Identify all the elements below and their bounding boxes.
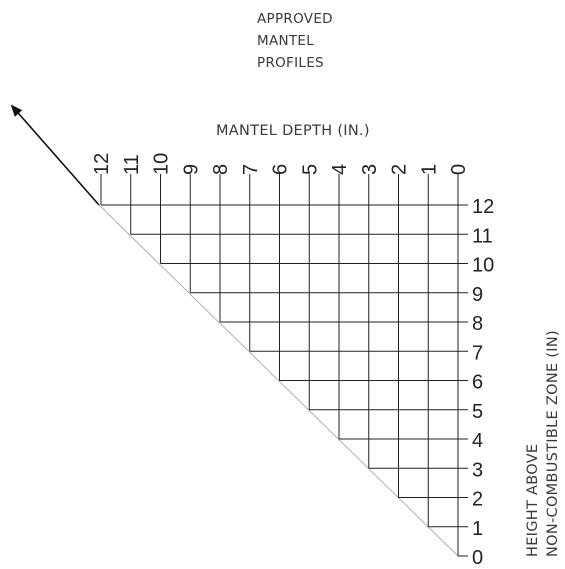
x-tick-label: 7 xyxy=(240,164,262,175)
staircase-grid xyxy=(100,174,468,557)
y-tick-label: 9 xyxy=(472,284,483,306)
x-tick-labels: 12 11 10 9 8 7 6 5 4 3 2 1 0 xyxy=(91,153,470,175)
y-axis-title-line-2: NON-COMBUSTIBLE ZONE (IN) xyxy=(545,330,561,557)
y-tick-label: 6 xyxy=(472,372,483,394)
diagram-title: APPROVED MANTEL PROFILES xyxy=(257,11,333,71)
y-tick-label: 10 xyxy=(472,255,494,277)
x-tick-label: 11 xyxy=(121,154,143,175)
x-tick-label: 8 xyxy=(210,164,232,175)
y-tick-label: 11 xyxy=(472,225,493,247)
x-tick-label: 0 xyxy=(448,164,470,175)
x-tick-label: 2 xyxy=(389,164,411,175)
y-tick-label: 12 xyxy=(472,196,494,218)
y-tick-label: 3 xyxy=(472,459,483,481)
x-tick-label: 1 xyxy=(418,164,440,175)
y-axis-title-line-1: HEIGHT ABOVE xyxy=(525,444,541,557)
boundary-arrow xyxy=(10,104,100,206)
title-line-3: PROFILES xyxy=(257,55,324,71)
x-tick-label: 6 xyxy=(270,164,292,175)
y-tick-label: 2 xyxy=(472,489,483,511)
x-axis-title: MANTEL DEPTH (IN.) xyxy=(216,123,370,139)
y-axis-title: HEIGHT ABOVE NON-COMBUSTIBLE ZONE (IN) xyxy=(525,330,561,557)
y-tick-label: 8 xyxy=(472,313,483,335)
title-line-1: APPROVED xyxy=(257,11,333,27)
x-tick-label: 5 xyxy=(299,164,321,175)
y-tick-label: 5 xyxy=(472,401,483,423)
y-tick-label: 4 xyxy=(472,430,483,452)
y-tick-label: 7 xyxy=(472,342,483,364)
x-tick-label: 12 xyxy=(91,153,113,175)
x-tick-label: 4 xyxy=(329,164,351,175)
x-tick-label: 10 xyxy=(151,153,173,175)
y-tick-label: 1 xyxy=(472,518,483,540)
y-tick-label: 0 xyxy=(472,547,483,569)
x-tick-label: 3 xyxy=(359,164,381,175)
title-line-2: MANTEL xyxy=(257,33,314,49)
x-tick-label: 9 xyxy=(180,164,202,175)
